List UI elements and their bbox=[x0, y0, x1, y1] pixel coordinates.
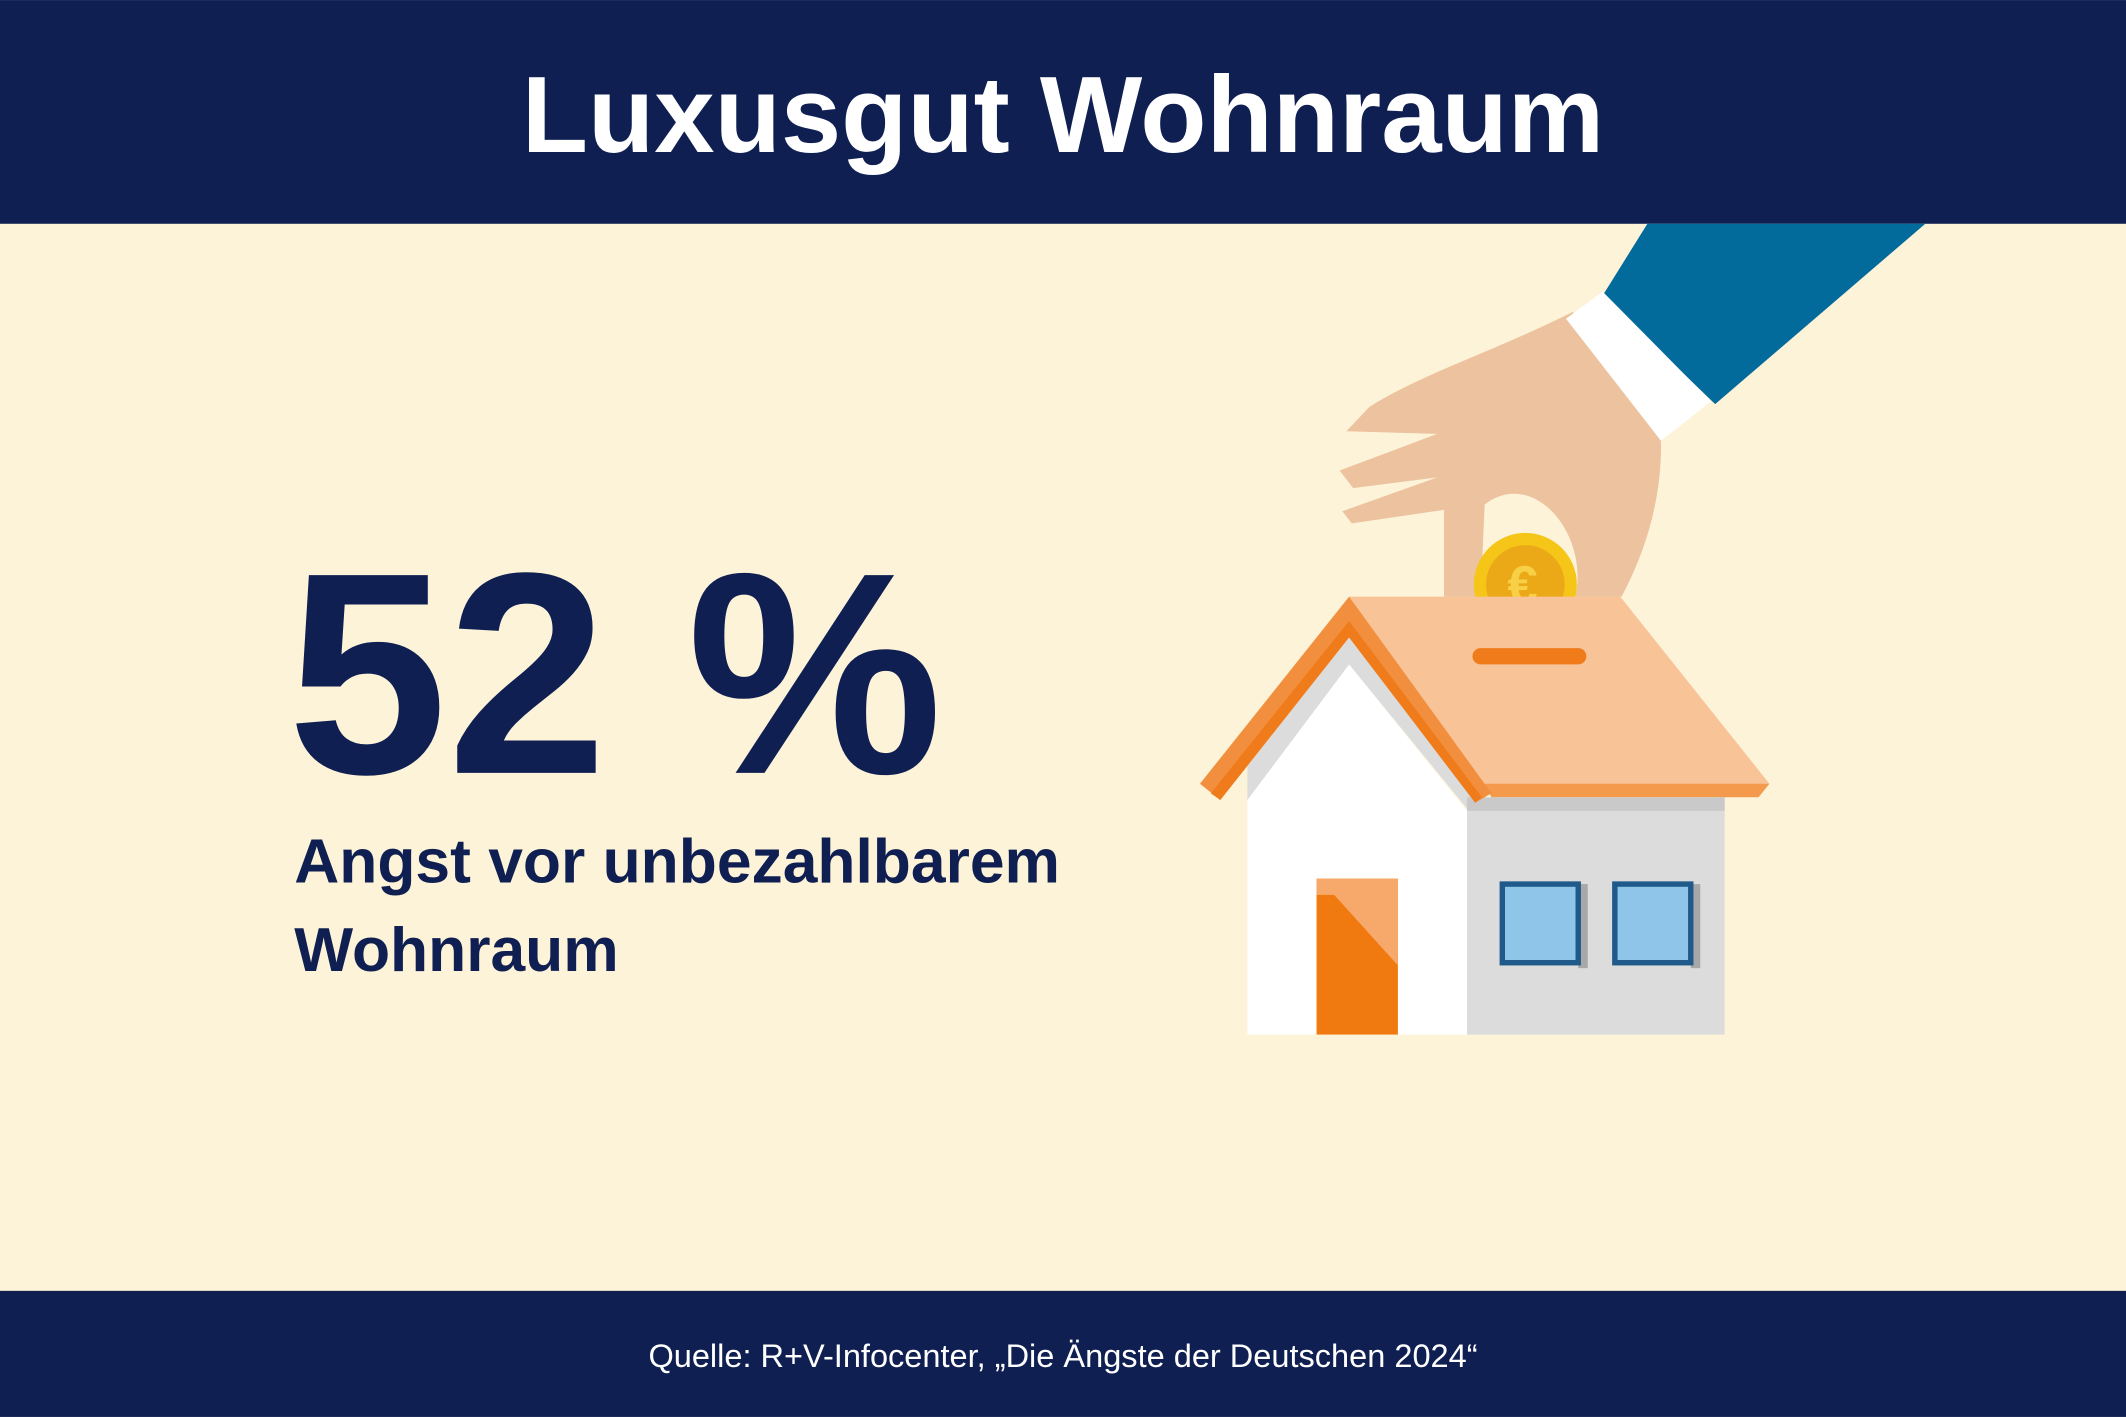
cuff bbox=[1566, 291, 1712, 441]
footer-bar bbox=[0, 1290, 2126, 1417]
title: Luxusgut Wohnraum bbox=[522, 54, 1604, 175]
door-light bbox=[1316, 878, 1398, 966]
hand bbox=[1339, 311, 1662, 597]
sleeve bbox=[1602, 223, 1926, 405]
roof-shadow bbox=[1247, 637, 1472, 814]
stat-label: Wohnraum bbox=[294, 916, 619, 985]
window bbox=[1612, 881, 1694, 966]
coin-slot bbox=[1472, 648, 1587, 665]
window-shadow bbox=[1578, 884, 1588, 969]
stat-label: Angst vor unbezahlbarem bbox=[294, 828, 1060, 897]
header-bar bbox=[0, 0, 2126, 224]
roof-edge bbox=[1484, 783, 1770, 798]
wall-left bbox=[1247, 664, 1468, 1035]
window-shadow bbox=[1690, 884, 1701, 969]
stat-value: 52 % bbox=[287, 513, 942, 834]
illustration: € bbox=[1199, 223, 1926, 1035]
window bbox=[1499, 881, 1581, 966]
wall-shadow bbox=[1467, 797, 1725, 811]
source: Quelle: R+V-Infocenter, „Die Ängste der … bbox=[648, 1338, 1477, 1374]
